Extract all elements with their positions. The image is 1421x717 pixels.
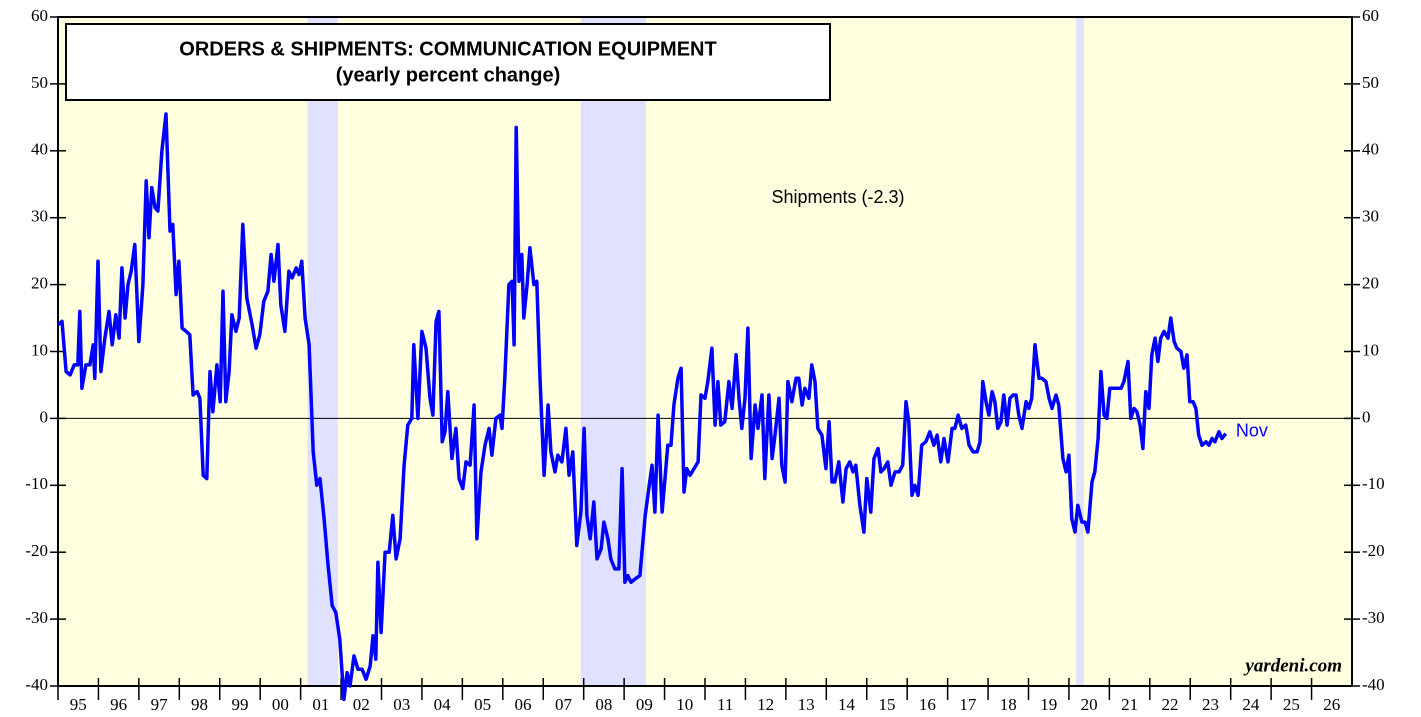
y2-tick-label: 50 [1362, 73, 1379, 92]
y-tick-label: -10 [25, 474, 48, 493]
x-tick-label: 15 [878, 695, 895, 714]
y2-tick-label: 30 [1362, 207, 1379, 226]
series-label: Shipments (-2.3) [771, 187, 904, 207]
x-tick-label: 08 [595, 695, 612, 714]
y2-tick-label: 40 [1362, 140, 1379, 159]
series-line [56, 112, 1228, 702]
x-tick-label: 09 [636, 695, 653, 714]
recession-shade [307, 17, 338, 686]
x-tick-label: 10 [676, 695, 693, 714]
x-tick-label: 12 [757, 695, 774, 714]
x-tick-label: 17 [959, 695, 977, 714]
x-tick-label: 14 [838, 695, 856, 714]
x-tick-label: 18 [1000, 695, 1017, 714]
x-tick-label: 07 [555, 695, 573, 714]
y2-tick-label: -30 [1362, 608, 1385, 627]
x-tick-label: 24 [1242, 695, 1260, 714]
y-tick-label: 0 [40, 407, 49, 426]
plot-background [58, 17, 1352, 686]
end-label: Nov [1236, 421, 1268, 441]
recession-shade [580, 17, 646, 686]
y2-tick-label: 0 [1362, 407, 1371, 426]
x-tick-label: 11 [717, 695, 733, 714]
x-tick-label: 20 [1081, 695, 1098, 714]
x-tick-label: 05 [474, 695, 491, 714]
x-tick-label: 19 [1040, 695, 1057, 714]
y-tick-label: 50 [31, 73, 48, 92]
y-tick-label: 60 [31, 6, 48, 25]
y-tick-label: 10 [31, 340, 48, 359]
x-tick-label: 98 [191, 695, 208, 714]
x-tick-label: 97 [151, 695, 169, 714]
x-tick-label: 00 [272, 695, 289, 714]
x-tick-label: 23 [1202, 695, 1219, 714]
x-tick-label: 21 [1121, 695, 1138, 714]
x-tick-label: 26 [1323, 695, 1340, 714]
x-tick-label: 16 [919, 695, 936, 714]
y2-tick-label: -20 [1362, 541, 1385, 560]
x-tick-label: 22 [1162, 695, 1179, 714]
y-tick-label: -40 [25, 675, 48, 694]
y-tick-label: -20 [25, 541, 48, 560]
chart-subtitle: (yearly percent change) [336, 64, 561, 86]
recession-shade [1075, 17, 1084, 686]
x-tick-label: 06 [515, 695, 532, 714]
x-tick-label: 04 [434, 695, 452, 714]
y2-tick-label: -40 [1362, 675, 1385, 694]
x-tick-label: 99 [231, 695, 248, 714]
y-tick-label: -30 [25, 608, 48, 627]
y2-tick-label: -10 [1362, 474, 1385, 493]
x-tick-label: 03 [393, 695, 410, 714]
y-tick-label: 40 [31, 140, 48, 159]
y2-tick-label: 10 [1362, 340, 1379, 359]
y2-tick-label: 60 [1362, 6, 1379, 25]
x-tick-label: 02 [353, 695, 370, 714]
chart-title: ORDERS & SHIPMENTS: COMMUNICATION EQUIPM… [179, 38, 716, 60]
title-box [65, 23, 831, 101]
x-tick-label: 13 [798, 695, 815, 714]
source: yardeni.com [1243, 655, 1342, 676]
y-tick-label: 30 [31, 207, 48, 226]
y2-tick-label: 20 [1362, 274, 1379, 293]
y-tick-label: 20 [31, 274, 48, 293]
x-tick-label: 25 [1283, 695, 1300, 714]
plot-frame [57, 16, 1353, 687]
x-tick-label: 01 [312, 695, 329, 714]
x-tick-label: 95 [70, 695, 87, 714]
x-tick-label: 96 [110, 695, 127, 714]
